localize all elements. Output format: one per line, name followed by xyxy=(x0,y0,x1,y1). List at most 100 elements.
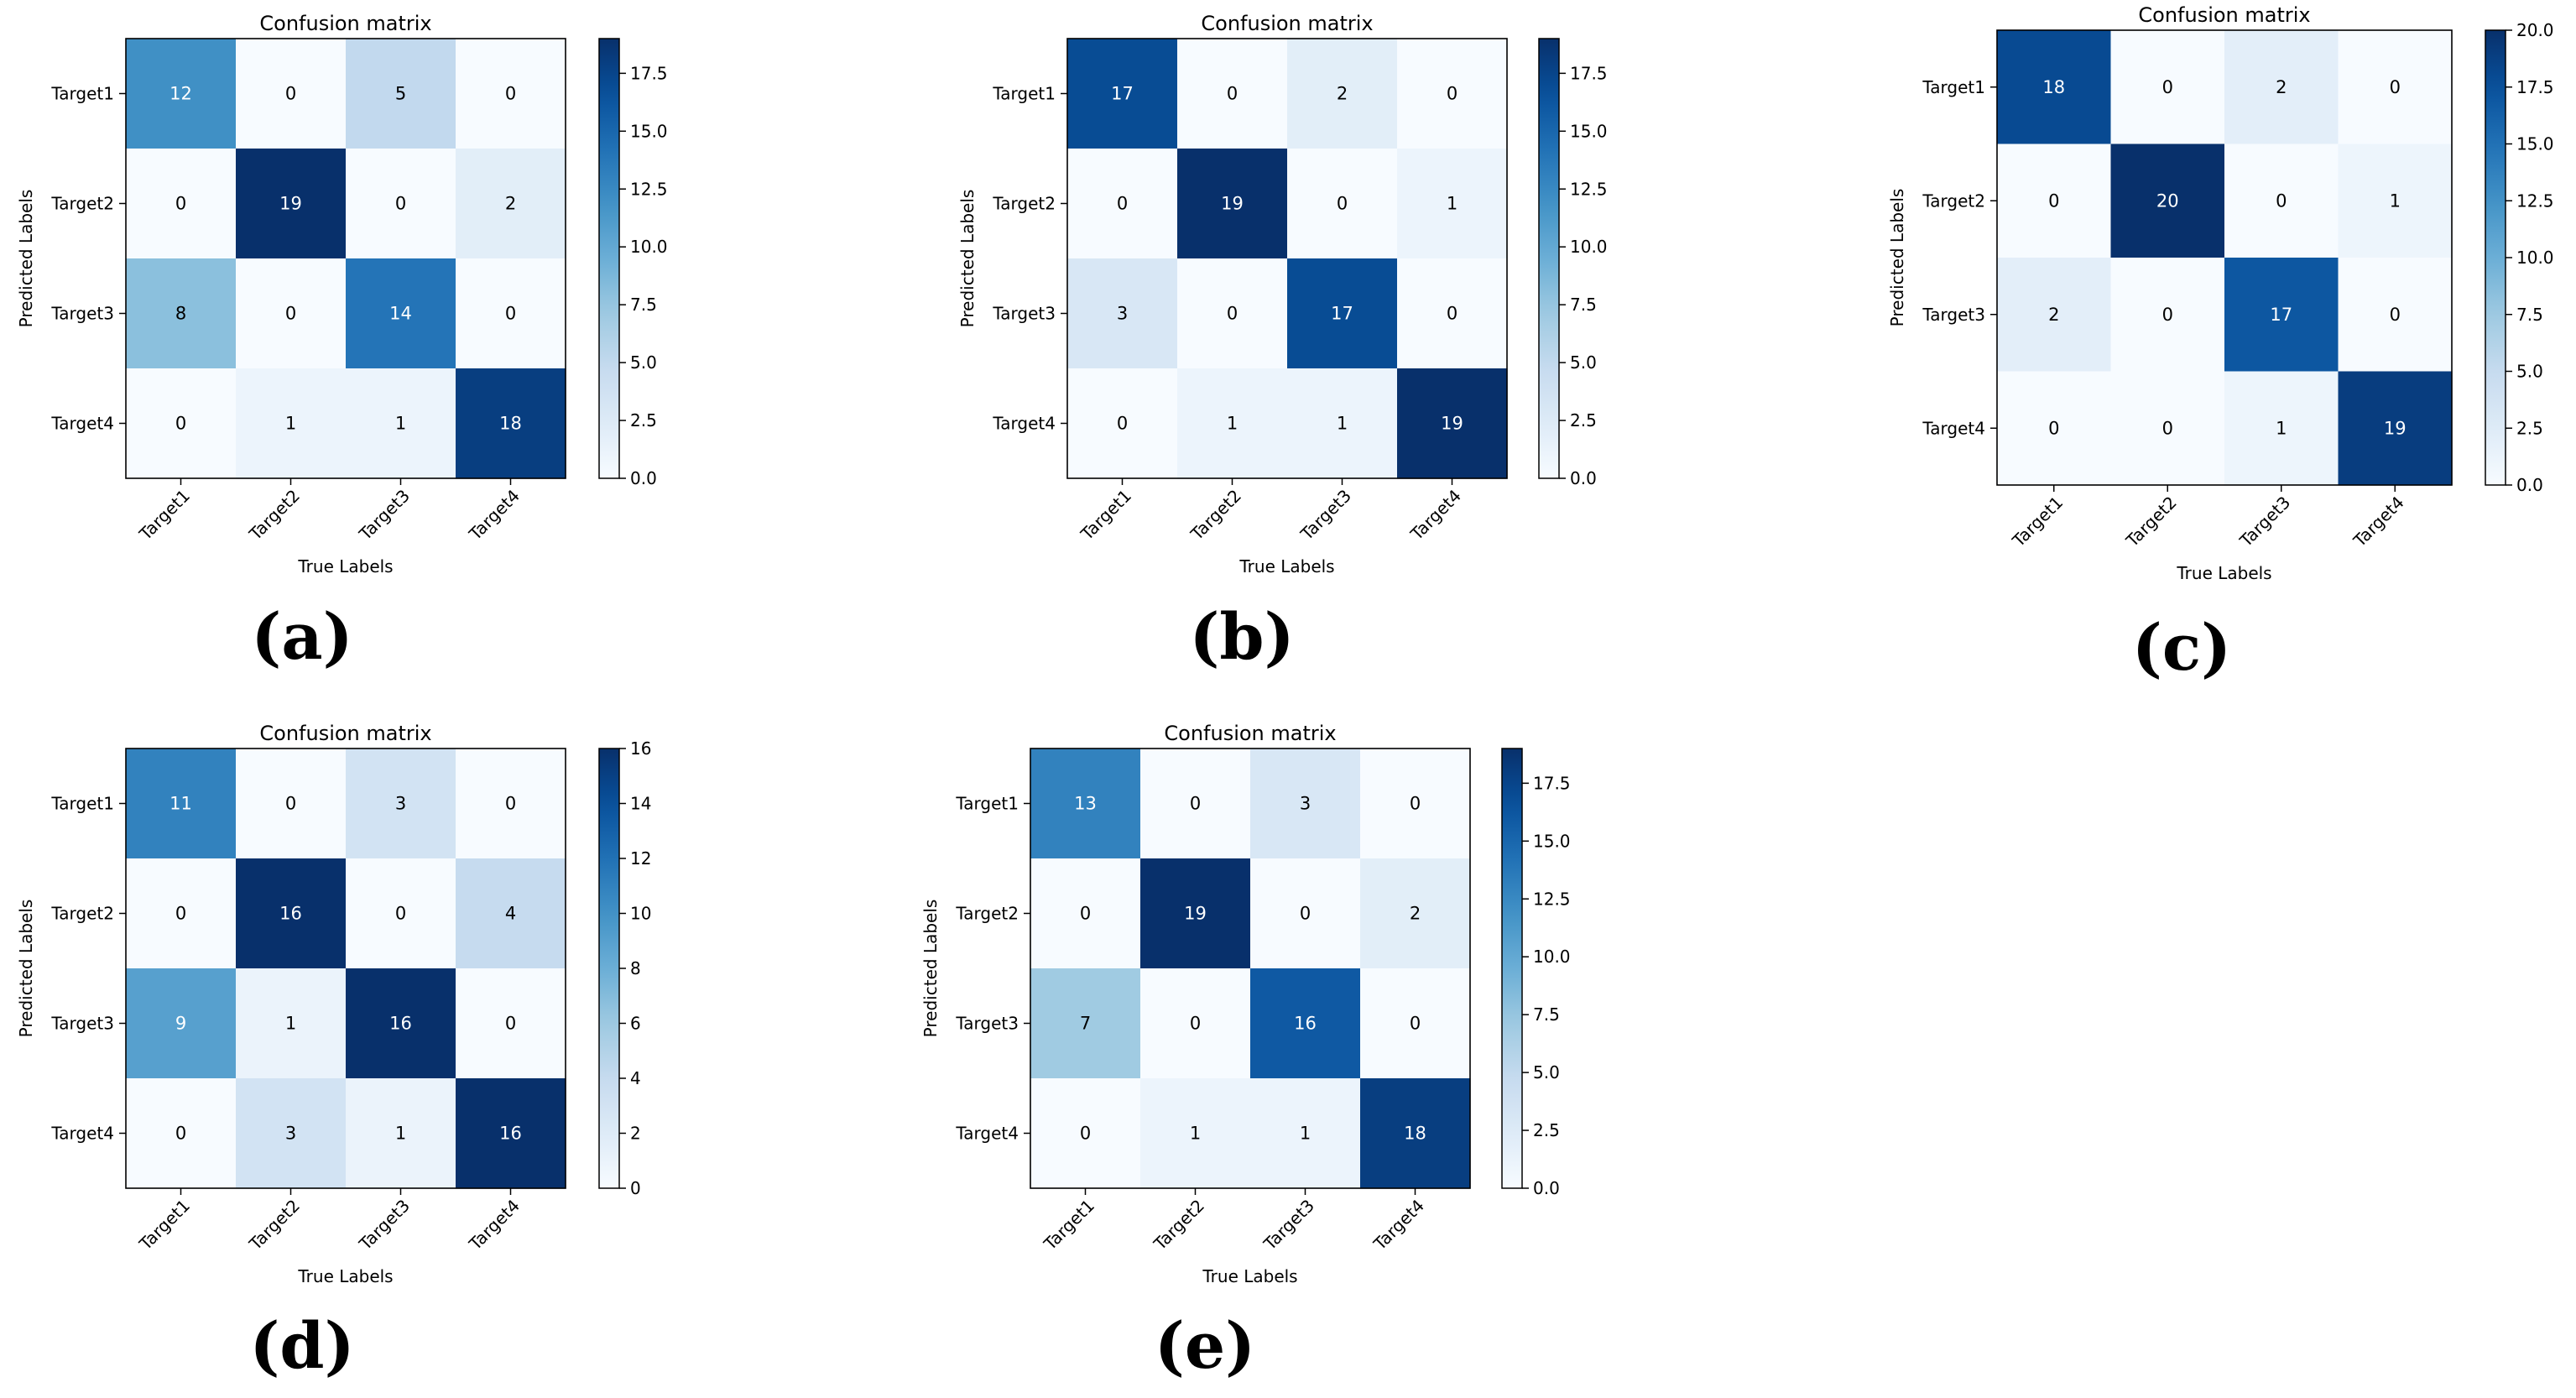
cell-value-label: 0 xyxy=(2390,77,2401,97)
chart-title: Confusion matrix xyxy=(1164,722,1336,745)
cell-value-label: 2 xyxy=(505,194,516,214)
colorbar-tick-label: 17.5 xyxy=(2516,77,2554,97)
panel-label: (a) xyxy=(251,599,352,674)
cell-value-label: 0 xyxy=(505,304,516,324)
plot-frame xyxy=(125,38,566,479)
colorbar-tick-label: 0.0 xyxy=(1533,1178,1560,1198)
colorbar-tick-label: 12 xyxy=(630,848,651,869)
colorbar-tick-label: 16 xyxy=(630,738,651,759)
cell-value-label: 1 xyxy=(285,414,296,434)
heatmap-cell xyxy=(1067,39,1178,149)
colorbar xyxy=(2485,29,2506,486)
cell-value-label: 0 xyxy=(505,1014,516,1034)
plot-frame xyxy=(1996,29,2453,486)
y-axis-label: Predicted Labels xyxy=(16,190,36,328)
colorbar-tick-label: 0.0 xyxy=(2516,475,2543,495)
heatmap-cell xyxy=(1030,968,1141,1079)
x-tick-label: Target2 xyxy=(245,1196,304,1255)
heatmap-cell xyxy=(1250,858,1361,969)
cell-value-label: 16 xyxy=(499,1124,522,1144)
heatmap-cell xyxy=(1287,39,1398,149)
cell-value-label: 0 xyxy=(2162,305,2173,325)
colorbar-tick-label: 15.0 xyxy=(1533,831,1571,851)
cell-value-label: 12 xyxy=(169,84,192,104)
y-tick-label: Target3 xyxy=(1922,305,1985,325)
cell-value-label: 0 xyxy=(1410,1014,1421,1034)
cell-value-label: 0 xyxy=(395,194,406,214)
colorbar-tick-label: 5.0 xyxy=(1533,1062,1560,1082)
confusion-matrix-panel-e: Confusion matrix 13 0 3 0 0 19 0 2 7 0 16 0 0 1 1 18 Targ… xyxy=(920,722,1571,1383)
heatmap-cell xyxy=(1397,258,1508,369)
y-axis-label: Predicted Labels xyxy=(1887,189,1907,327)
cell-value-label: 2 xyxy=(1410,904,1421,924)
cell-value-label: 19 xyxy=(279,194,302,214)
y-axis-label: Predicted Labels xyxy=(920,900,941,1038)
x-tick-label: Target4 xyxy=(1406,486,1465,545)
x-tick-label: Target3 xyxy=(355,486,414,545)
cell-value-label: 0 xyxy=(1190,794,1201,814)
colorbar-tick-label: 2.5 xyxy=(1533,1120,1560,1140)
cell-value-label: 0 xyxy=(2276,190,2287,211)
cell-value-label: 2 xyxy=(2276,77,2287,97)
colorbar-tick-label: 15.0 xyxy=(630,121,668,141)
heatmap-cell xyxy=(1397,368,1508,479)
chart-title: Confusion matrix xyxy=(1201,12,1373,35)
y-tick-label: Target1 xyxy=(992,84,1056,104)
x-tick-label: Target2 xyxy=(245,486,304,545)
cell-value-label: 3 xyxy=(395,794,406,814)
colorbar-tick-label: 7.5 xyxy=(630,295,657,315)
cell-value-label: 2 xyxy=(1337,84,1348,104)
cell-value-label: 0 xyxy=(175,414,186,434)
panel-label: (d) xyxy=(249,1308,354,1383)
y-tick-label: Target2 xyxy=(955,904,1019,924)
heatmap-cell xyxy=(236,258,347,369)
y-tick-label: Target4 xyxy=(955,1124,1019,1144)
cell-value-label: 0 xyxy=(2162,418,2173,438)
cell-value-label: 0 xyxy=(175,904,186,924)
heatmap-cell xyxy=(346,749,456,859)
colorbar-tick-label: 5.0 xyxy=(1570,352,1597,373)
heatmap-cell xyxy=(126,149,237,259)
cell-value-label: 16 xyxy=(279,904,302,924)
colorbar xyxy=(1538,38,1560,479)
heatmap-cell xyxy=(1997,258,2112,373)
heatmap-cell xyxy=(346,39,456,149)
cell-value-label: 0 xyxy=(175,1124,186,1144)
panel-label: (e) xyxy=(1155,1308,1255,1383)
heatmap-cell xyxy=(1287,258,1398,369)
heatmap-cell xyxy=(236,149,347,259)
heatmap-cell xyxy=(456,1078,566,1189)
cell-value-label: 0 xyxy=(505,84,516,104)
y-axis-label: Predicted Labels xyxy=(16,900,36,1038)
x-tick-label: Target3 xyxy=(1296,486,1355,545)
y-tick-label: Target2 xyxy=(50,904,114,924)
panel-label: (c) xyxy=(2132,610,2231,685)
y-tick-label: Target4 xyxy=(1922,418,1985,438)
y-tick-label: Target4 xyxy=(50,1124,114,1144)
colorbar-tick-label: 7.5 xyxy=(1533,1004,1560,1025)
heatmap-cell xyxy=(2110,143,2225,258)
colorbar-tick-label: 10 xyxy=(630,904,651,924)
heatmap-cell xyxy=(346,968,456,1079)
heatmap-cell xyxy=(2110,258,2225,373)
colorbar-tick-label: 17.5 xyxy=(1533,773,1571,793)
heatmap-cell xyxy=(126,368,237,479)
cell-value-label: 0 xyxy=(1080,1124,1091,1144)
heatmap-cell xyxy=(456,858,566,969)
cell-value-label: 0 xyxy=(505,794,516,814)
cell-value-label: 1 xyxy=(395,414,406,434)
x-axis-label: True Labels xyxy=(1238,556,1334,576)
y-axis-label: Predicted Labels xyxy=(957,190,978,328)
heatmap-cell xyxy=(236,368,347,479)
heatmap-cell xyxy=(1250,749,1361,859)
cell-value-label: 0 xyxy=(285,84,296,104)
colorbar-tick-label: 12.5 xyxy=(1570,179,1608,199)
heatmap-cell xyxy=(1397,39,1508,149)
heatmap-cell xyxy=(346,258,456,369)
heatmap-cell xyxy=(1140,1078,1251,1189)
heatmap-cell xyxy=(1997,143,2112,258)
chart-title: Confusion matrix xyxy=(259,12,431,35)
heatmap-cell xyxy=(456,368,566,479)
x-tick-label: Target2 xyxy=(1150,1196,1208,1255)
